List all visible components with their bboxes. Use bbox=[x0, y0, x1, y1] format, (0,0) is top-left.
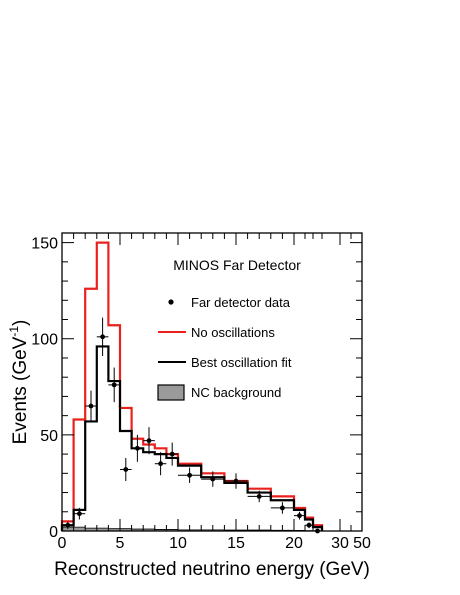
data-point-marker bbox=[210, 476, 216, 482]
data-point bbox=[224, 473, 248, 489]
best-fit-histogram bbox=[60, 345, 324, 531]
data-point bbox=[96, 317, 109, 357]
legend-label-data: Far detector data bbox=[191, 295, 291, 310]
data-point-marker bbox=[65, 522, 71, 528]
data-point bbox=[247, 490, 271, 503]
y-axis-label-main: Events (GeV bbox=[10, 336, 31, 444]
y-tick-label: 100 bbox=[31, 332, 58, 349]
x-tick-label: 5 bbox=[116, 535, 125, 552]
y-tick-label: 150 bbox=[31, 236, 58, 253]
data-point bbox=[131, 434, 144, 462]
x-tick-label: 15 bbox=[227, 535, 245, 552]
x-tick-label: 20 bbox=[285, 535, 303, 552]
data-point-marker bbox=[169, 451, 175, 457]
data-point bbox=[62, 521, 74, 530]
data-point bbox=[120, 457, 132, 482]
data-point-marker bbox=[233, 478, 239, 484]
data-point bbox=[154, 452, 167, 476]
data-point bbox=[305, 522, 313, 529]
x-tick-label: 50 bbox=[353, 535, 371, 552]
y-axis-label-exponent: -1 bbox=[7, 326, 21, 337]
x-tick-label: 10 bbox=[169, 535, 187, 552]
x-tick-label: 0 bbox=[58, 535, 67, 552]
x-tick-label: 30 bbox=[331, 535, 349, 552]
legend-marker-data bbox=[168, 299, 174, 305]
y-tick-label: 50 bbox=[40, 428, 58, 445]
data-point bbox=[201, 471, 225, 487]
y-axis-label-close: ) bbox=[10, 320, 31, 326]
data-point-marker bbox=[297, 513, 302, 519]
data-point-marker bbox=[306, 522, 312, 528]
data-point-marker bbox=[77, 511, 82, 517]
data-point bbox=[294, 511, 305, 520]
data-point-marker bbox=[88, 403, 94, 409]
data-points-layer bbox=[62, 317, 322, 534]
data-point bbox=[166, 442, 178, 466]
data-point-marker bbox=[158, 461, 164, 467]
data-point bbox=[178, 467, 202, 483]
legend-box-nc-background bbox=[157, 384, 185, 401]
data-point-marker bbox=[256, 493, 262, 499]
data-point bbox=[85, 390, 97, 422]
y-tick-label: 0 bbox=[49, 524, 58, 541]
data-point-marker bbox=[123, 467, 129, 472]
data-point bbox=[108, 367, 120, 403]
legend: Far detector data No oscillations Best o… bbox=[157, 295, 292, 401]
data-point-marker bbox=[187, 472, 193, 478]
data-point-marker bbox=[100, 334, 105, 340]
data-point-marker bbox=[280, 505, 285, 511]
x-axis-label: Reconstructed neutrino energy (GeV) bbox=[54, 559, 370, 580]
legend-label-nc-background: NC background bbox=[191, 385, 281, 400]
data-point bbox=[143, 427, 155, 455]
legend-label-best-fit: Best oscillation fit bbox=[191, 355, 292, 370]
data-point-marker bbox=[135, 445, 140, 451]
data-point bbox=[270, 502, 294, 514]
data-point-marker bbox=[146, 438, 152, 444]
data-point bbox=[73, 507, 86, 520]
data-point-marker bbox=[111, 382, 117, 388]
annotation-title: MINOS Far Detector bbox=[173, 257, 301, 273]
y-axis-label: Events (GeV-1) bbox=[7, 320, 31, 445]
plot-frame bbox=[61, 232, 363, 532]
legend-label-no-oscillations: No oscillations bbox=[191, 325, 275, 340]
